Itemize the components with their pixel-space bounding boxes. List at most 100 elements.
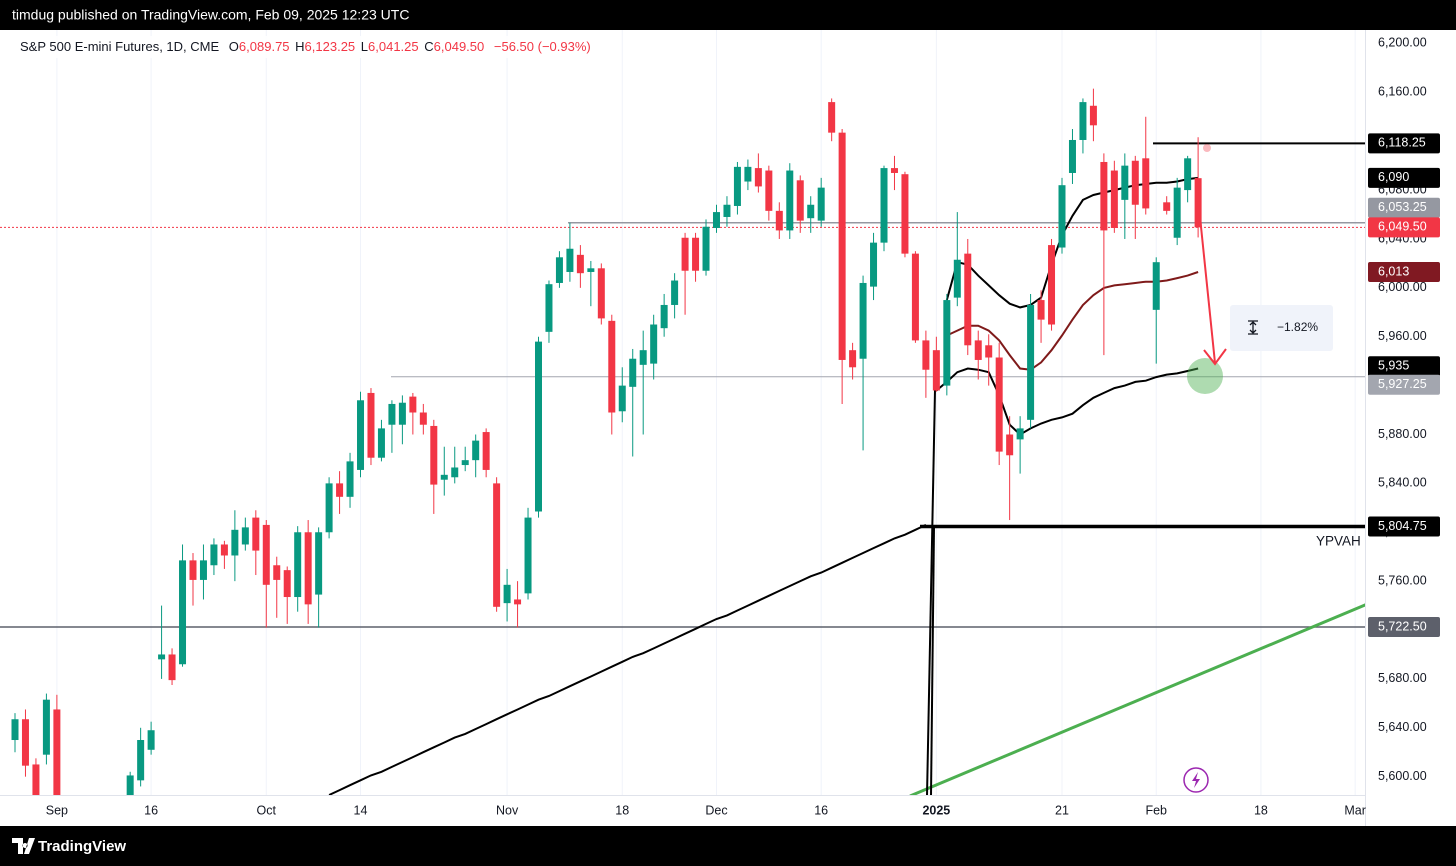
candle-body — [514, 599, 522, 605]
candle-body — [870, 242, 878, 287]
candle-body — [126, 775, 134, 795]
x-tick-label: Nov — [496, 803, 519, 817]
x-tick-label: 2025 — [922, 803, 950, 817]
brand-logo — [12, 838, 35, 854]
candle-body — [220, 544, 228, 556]
x-tick-label: Feb — [1145, 803, 1167, 817]
candle-body — [315, 532, 323, 595]
candle-body — [796, 180, 804, 221]
x-tick-label: Oct — [257, 803, 277, 817]
candle-body — [995, 357, 1003, 452]
price-tag — [1368, 516, 1440, 537]
candle-body — [807, 204, 815, 219]
candle-body — [32, 764, 40, 795]
candle-body — [283, 570, 291, 598]
brand-name: TradingView — [38, 838, 126, 855]
candle-body — [1058, 185, 1066, 248]
price-tag — [1368, 261, 1440, 282]
legend-bg — [8, 36, 608, 58]
price-tag — [1368, 217, 1440, 238]
candle-body — [1037, 300, 1045, 320]
candle-body — [503, 584, 511, 604]
candle-body — [849, 350, 857, 368]
candle-body — [241, 527, 249, 545]
x-tick-label: 16 — [814, 803, 828, 817]
candle-body — [53, 709, 61, 795]
price-tag — [1368, 356, 1440, 377]
price-tag — [1368, 167, 1440, 188]
candle-body — [639, 350, 647, 365]
y-tick-label: 6,200.00 — [1378, 36, 1427, 50]
price-tags: 6,118.25 6,090 6,053.25 6,049.50 6,013 5,935 5… — [1368, 133, 1440, 637]
candle-body — [880, 168, 888, 243]
candle-body — [608, 320, 616, 413]
candle-body — [493, 483, 501, 607]
candle-body — [702, 226, 710, 271]
y-tick-label: 6,000.00 — [1378, 280, 1427, 294]
price-tag-label: 5,935 — [1378, 359, 1409, 373]
candle-body — [1048, 245, 1056, 325]
candle-body — [1079, 102, 1087, 140]
candle-body — [932, 350, 940, 391]
candle-body — [294, 532, 302, 598]
candle-body — [1068, 139, 1076, 173]
candle-body — [1173, 187, 1181, 238]
candle-body — [1006, 434, 1014, 456]
candle-body — [388, 403, 396, 425]
candle-body — [419, 412, 427, 425]
candle-body — [911, 253, 919, 341]
chart-area — [0, 30, 1456, 826]
footer-bar — [0, 826, 1456, 866]
candle-body — [451, 467, 459, 478]
candle-body — [377, 428, 385, 458]
candle-body — [817, 187, 825, 221]
candle-body — [1121, 165, 1129, 200]
candle-body — [671, 280, 679, 305]
candle-body — [472, 440, 480, 461]
price-tag-label: 6,049.50 — [1378, 220, 1427, 234]
price-tag-label: 6,090 — [1378, 170, 1409, 184]
candle-body — [398, 402, 406, 425]
candle-body — [754, 168, 762, 187]
target-circle — [1187, 358, 1223, 394]
candle-body — [828, 102, 836, 133]
x-tick-label: Sep — [46, 803, 68, 817]
y-tick-label: 5,680.00 — [1378, 671, 1427, 685]
candle-body — [566, 248, 574, 272]
y-tick-label: 5,840.00 — [1378, 476, 1427, 490]
candle-body — [1184, 158, 1192, 191]
candle-body — [252, 517, 260, 551]
candle-body — [859, 282, 867, 359]
candle-body — [555, 257, 563, 283]
x-tick-label: Dec — [705, 803, 727, 817]
price-tag-label: 6,013 — [1378, 264, 1409, 278]
legend-title: S&P 500 E-mini Futures, 1D, CME — [20, 39, 219, 54]
legend-value: 6,041.25 — [368, 39, 419, 54]
projection-arrow — [1195, 177, 1216, 364]
price-tag — [1368, 197, 1440, 218]
candle-body — [1110, 170, 1118, 228]
candle-body — [974, 340, 982, 360]
candle-body — [964, 253, 972, 346]
candle-body — [1131, 160, 1139, 205]
candle-body — [1027, 304, 1035, 420]
candle-body — [587, 268, 595, 272]
measure-box — [1230, 305, 1333, 351]
legend-value: 6,089.75 — [239, 39, 290, 54]
candle-body — [137, 740, 145, 781]
price-tag-label: 6,118.25 — [1378, 136, 1426, 150]
candle-body — [231, 529, 239, 556]
candle-body — [681, 237, 689, 271]
projection: −1.82% — [1183, 144, 1333, 793]
candle-body — [325, 483, 333, 533]
indicator-line — [935, 367, 1199, 436]
candle-body — [733, 166, 741, 206]
candle-body — [21, 719, 29, 766]
legend: S&P 500 E-mini Futures, 1D, CME O6,089.7… — [20, 39, 591, 54]
measure-text: −1.82% — [1277, 320, 1318, 334]
price-tag-label: 6,053.25 — [1378, 200, 1427, 214]
candle-body — [943, 300, 951, 386]
y-tick-label: 5,760.00 — [1378, 573, 1427, 587]
x-tick-label: 21 — [1055, 803, 1069, 817]
